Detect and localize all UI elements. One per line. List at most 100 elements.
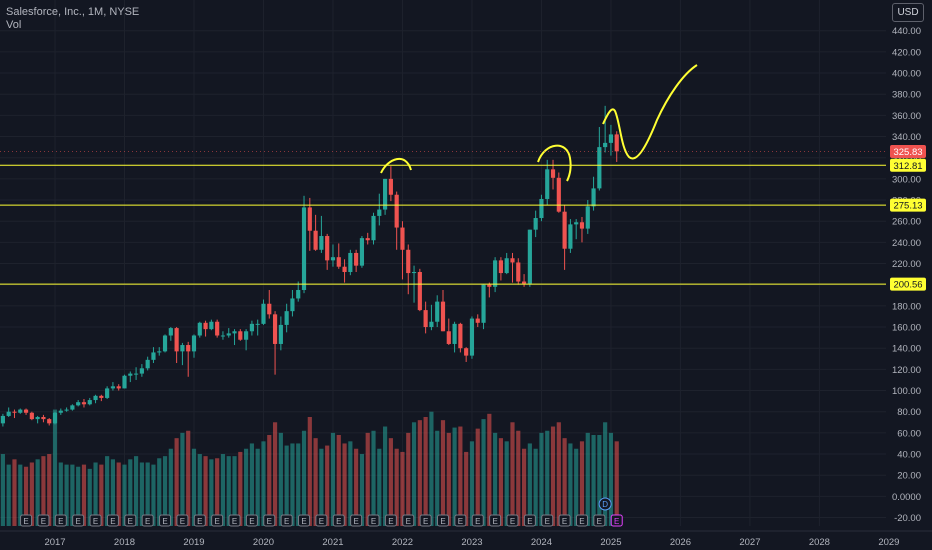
earnings-marker[interactable] <box>141 514 154 527</box>
candle-body[interactable] <box>342 266 347 272</box>
candle-body[interactable] <box>87 400 92 405</box>
candle-body[interactable] <box>209 321 214 330</box>
candle-body[interactable] <box>597 147 602 189</box>
candle-body[interactable] <box>272 314 278 344</box>
candle-body[interactable] <box>215 321 220 336</box>
earnings-marker[interactable] <box>489 514 502 527</box>
earnings-marker[interactable] <box>263 514 276 527</box>
earnings-marker[interactable] <box>72 514 85 527</box>
candle-body[interactable] <box>93 395 98 401</box>
candle-body[interactable] <box>290 298 295 312</box>
candle-body[interactable] <box>174 328 179 352</box>
candle-body[interactable] <box>475 318 480 323</box>
earnings-marker[interactable] <box>124 514 137 527</box>
candle-body[interactable] <box>562 211 567 249</box>
level-price-tag[interactable] <box>890 158 926 172</box>
candle-body[interactable] <box>556 177 561 212</box>
earnings-marker[interactable] <box>176 514 189 527</box>
candle-body[interactable] <box>6 411 11 416</box>
candle-body[interactable] <box>440 301 446 332</box>
candle-body[interactable] <box>469 318 475 356</box>
candle-body[interactable] <box>365 238 370 241</box>
candle-body[interactable] <box>319 236 324 250</box>
candle-body[interactable] <box>510 258 515 263</box>
candle-body[interactable] <box>383 178 388 210</box>
candle-body[interactable] <box>359 238 365 266</box>
candle-body[interactable] <box>186 345 191 352</box>
candle-body[interactable] <box>122 375 127 389</box>
earnings-marker[interactable] <box>506 514 519 527</box>
dividend-marker[interactable] <box>598 497 612 511</box>
candle-body[interactable] <box>429 321 434 328</box>
candle-body[interactable] <box>325 236 330 261</box>
candle-body[interactable] <box>64 409 69 411</box>
candle-body[interactable] <box>371 215 376 241</box>
candle-body[interactable] <box>238 331 243 340</box>
candle-body[interactable] <box>354 252 359 266</box>
candle-body[interactable] <box>487 284 492 287</box>
candle-body[interactable] <box>504 258 509 274</box>
candle-body[interactable] <box>116 386 121 389</box>
earnings-marker[interactable] <box>298 514 311 527</box>
candle-body[interactable] <box>527 229 532 284</box>
candle-body[interactable] <box>603 142 608 148</box>
earnings-marker[interactable] <box>384 514 397 527</box>
candle-body[interactable] <box>267 303 272 315</box>
candle-body[interactable] <box>348 252 353 272</box>
candle-body[interactable] <box>464 348 469 356</box>
candle-body[interactable] <box>261 303 266 324</box>
candle-body[interactable] <box>435 301 440 322</box>
candle-body[interactable] <box>336 257 341 267</box>
candle-body[interactable] <box>579 222 585 229</box>
earnings-marker[interactable] <box>228 514 241 527</box>
earnings-marker[interactable] <box>402 514 415 527</box>
candle-body[interactable] <box>105 388 110 398</box>
earnings-marker[interactable] <box>20 514 33 527</box>
candle-body[interactable] <box>110 386 116 389</box>
earnings-marker[interactable] <box>541 514 554 527</box>
level-price-tag[interactable] <box>890 198 926 212</box>
candle-body[interactable] <box>498 260 503 274</box>
candle-body[interactable] <box>417 272 422 311</box>
candle-body[interactable] <box>70 405 75 410</box>
candle-body[interactable] <box>244 331 249 340</box>
candle-body[interactable] <box>58 410 63 413</box>
horizontal-levels[interactable] <box>0 164 886 285</box>
candle-body[interactable] <box>423 310 428 328</box>
candle-body[interactable] <box>533 218 538 230</box>
candle-body[interactable] <box>568 224 573 249</box>
candle-body[interactable] <box>255 323 260 325</box>
earnings-marker[interactable] <box>523 514 536 527</box>
candle-body[interactable] <box>226 333 231 336</box>
candle-body[interactable] <box>12 411 17 413</box>
earnings-marker[interactable] <box>437 514 449 527</box>
candle-body[interactable] <box>157 351 162 353</box>
earnings-marker[interactable] <box>193 514 206 527</box>
candle-body[interactable] <box>203 322 208 330</box>
candle-body[interactable] <box>446 331 451 344</box>
candle-body[interactable] <box>521 281 527 284</box>
candle-body[interactable] <box>47 419 52 424</box>
earnings-marker[interactable] <box>211 514 224 527</box>
candle-body[interactable] <box>162 335 168 352</box>
earnings-marker[interactable] <box>419 514 432 527</box>
candle-body[interactable] <box>591 188 596 207</box>
earnings-marker[interactable] <box>54 514 67 527</box>
candle-body[interactable] <box>232 331 237 334</box>
price-axis[interactable]: 440.00 420.00 400.00 380.00 360.00 340.00 320.… <box>886 0 932 550</box>
candle-body[interactable] <box>249 323 254 332</box>
candle-body[interactable] <box>151 352 156 360</box>
candle-body[interactable] <box>400 227 405 250</box>
candle-body[interactable] <box>307 207 312 231</box>
candle-body[interactable] <box>330 257 336 261</box>
candle-body[interactable] <box>134 373 139 375</box>
earnings-marker[interactable] <box>350 514 363 527</box>
earnings-marker[interactable] <box>575 514 588 527</box>
candle-body[interactable] <box>313 230 318 250</box>
candle-body[interactable] <box>493 260 498 287</box>
earnings-marker[interactable] <box>558 514 571 527</box>
candle-body[interactable] <box>23 409 29 413</box>
candle-body[interactable] <box>377 209 382 216</box>
candle-body[interactable] <box>516 262 521 282</box>
